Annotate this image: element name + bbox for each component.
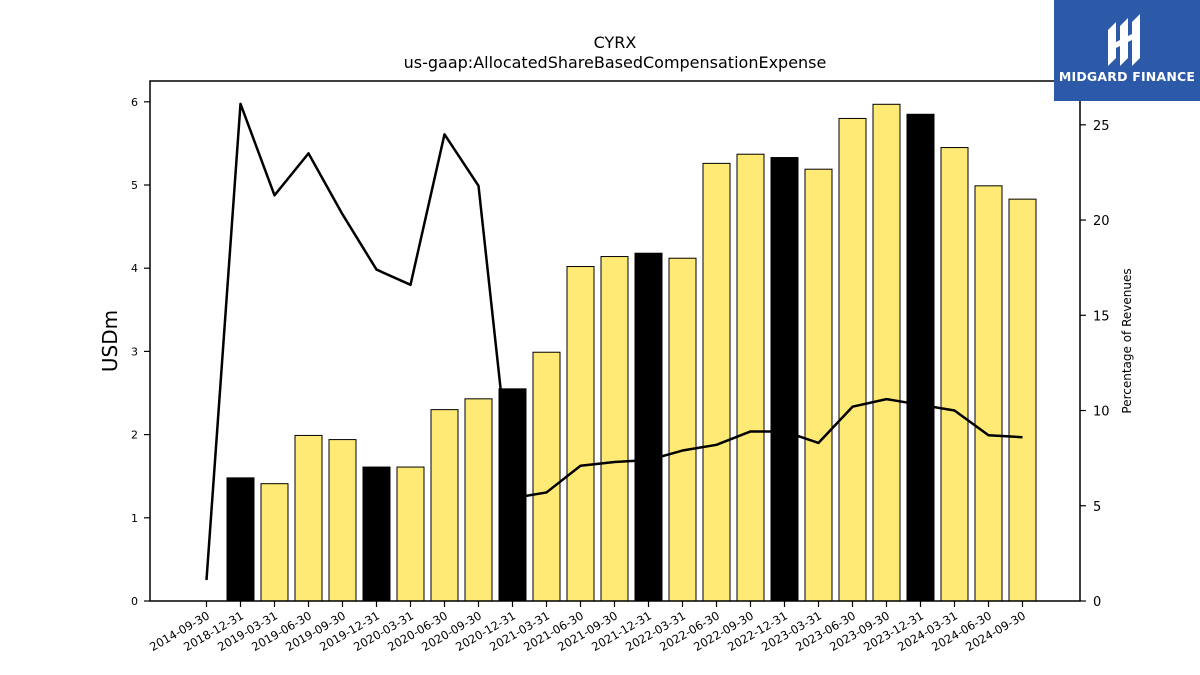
y-axis-label: USDm bbox=[98, 310, 122, 372]
bar-2021-09-30 bbox=[600, 256, 629, 602]
bar-2024-03-31 bbox=[940, 147, 969, 602]
y2-tick-label: 5 bbox=[1093, 500, 1101, 515]
y-tick-label: 5 bbox=[131, 179, 138, 192]
percentage-line-series bbox=[205, 102, 1023, 581]
y-tick-label: 4 bbox=[131, 262, 138, 275]
y2-tick-label: 0 bbox=[1093, 595, 1101, 610]
y2-tick-label: 10 bbox=[1093, 405, 1110, 420]
logo-text: MIDGARD FINANCE bbox=[1058, 69, 1196, 84]
bar-series bbox=[226, 103, 1037, 602]
logo-mark-icon bbox=[1108, 14, 1140, 66]
y2-tick-label: 25 bbox=[1093, 119, 1110, 134]
y-tick-label: 2 bbox=[131, 429, 138, 442]
bar-2021-03-31 bbox=[532, 351, 561, 602]
y-tick-label: 3 bbox=[131, 345, 138, 358]
brand-logo: MIDGARD FINANCE bbox=[1054, 0, 1200, 101]
bar-2018-12-31 bbox=[226, 477, 255, 602]
bar-2023-06-30 bbox=[838, 117, 867, 602]
bar-2022-06-30 bbox=[702, 162, 731, 602]
y2-tick-label: 15 bbox=[1093, 309, 1110, 324]
bar-2021-06-30 bbox=[566, 266, 595, 602]
bar-2021-12-31 bbox=[634, 252, 663, 602]
chart-subtitle: us-gaap:AllocatedShareBasedCompensationE… bbox=[404, 53, 827, 72]
bar-2022-03-31 bbox=[668, 257, 697, 602]
y-tick-label: 1 bbox=[131, 512, 138, 525]
y2-tick-label: 20 bbox=[1093, 214, 1110, 229]
bar-2019-06-30 bbox=[294, 434, 323, 602]
bar-2022-12-31 bbox=[770, 157, 799, 602]
bar-2023-03-31 bbox=[804, 168, 833, 602]
y2-axis-label: Percentage of Revenues bbox=[1120, 268, 1134, 413]
right-y-axis: 0 5 10 15 20 25 bbox=[1080, 119, 1110, 610]
x-axis: 2014-09-302018-12-312019-03-312019-06-30… bbox=[147, 601, 1028, 654]
bar-2019-03-31 bbox=[260, 483, 289, 602]
bar-2023-12-31 bbox=[906, 113, 935, 602]
bar-2020-03-31 bbox=[396, 466, 425, 602]
bar-2019-09-30 bbox=[328, 439, 357, 602]
bar-2020-06-30 bbox=[430, 409, 459, 602]
left-y-axis: 0 1 2 3 4 5 6 bbox=[131, 96, 150, 608]
y-tick-label: 0 bbox=[131, 595, 138, 608]
bar-2019-12-31 bbox=[362, 466, 391, 602]
bar-2020-09-30 bbox=[464, 398, 493, 602]
chart-title: CYRX bbox=[594, 33, 637, 52]
bar-2024-09-30 bbox=[1008, 198, 1037, 602]
percentage-line bbox=[205, 102, 1023, 581]
bar-2024-06-30 bbox=[974, 185, 1003, 602]
bar-2022-09-30 bbox=[736, 153, 765, 602]
bar-2023-09-30 bbox=[872, 103, 901, 602]
y-tick-label: 6 bbox=[131, 96, 138, 109]
